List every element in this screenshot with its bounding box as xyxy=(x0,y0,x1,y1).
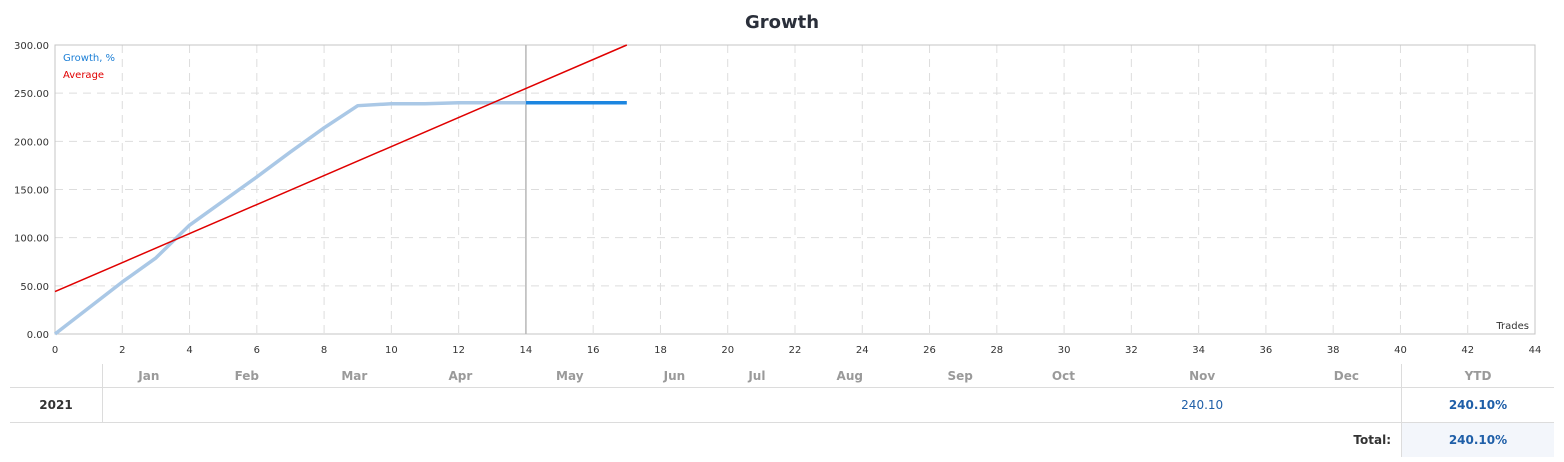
month-value xyxy=(298,387,410,423)
average-line xyxy=(54,44,628,293)
month-value xyxy=(511,387,629,423)
header-mar: Mar xyxy=(298,364,410,388)
x-tick-label: 8 xyxy=(321,345,327,356)
month-value xyxy=(793,387,907,423)
x-tick-label: 42 xyxy=(1461,345,1474,356)
header-dec: Dec xyxy=(1291,364,1402,388)
year-cell: 2021 xyxy=(10,387,103,423)
header-jan: Jan xyxy=(102,364,195,388)
growth-line-history xyxy=(53,100,526,336)
x-tick-label: 34 xyxy=(1192,345,1205,356)
header-nov: Nov xyxy=(1112,364,1292,388)
legend-growth: Growth, % xyxy=(63,53,115,64)
x-tick-label: 24 xyxy=(856,345,869,356)
x-tick-label: 10 xyxy=(385,345,398,356)
x-tick-label: 44 xyxy=(1529,345,1542,356)
month-value xyxy=(1291,387,1402,423)
x-tick-label: 2 xyxy=(119,345,125,356)
x-tick-label: 32 xyxy=(1125,345,1138,356)
x-tick-label: 28 xyxy=(990,345,1003,356)
total-label: Total: xyxy=(1353,433,1391,447)
month-value xyxy=(720,387,794,423)
table-header-row: Jan Feb Mar Apr May Jun Jul Aug Sep Oct … xyxy=(10,364,1554,388)
month-value xyxy=(906,387,1015,423)
ytd-value: 240.10% xyxy=(1401,387,1554,423)
x-axis-label: Trades xyxy=(1495,321,1529,332)
x-tick-label: 20 xyxy=(721,345,734,356)
x-tick-label: 22 xyxy=(789,345,802,356)
y-tick-label: 200.00 xyxy=(14,137,49,148)
header-apr: Apr xyxy=(409,364,512,388)
x-tick-label: 30 xyxy=(1058,345,1071,356)
month-value xyxy=(409,387,512,423)
month-value xyxy=(1014,387,1113,423)
legend-average: Average xyxy=(63,70,104,81)
y-tick-label: 250.00 xyxy=(14,89,49,100)
month-value xyxy=(628,387,721,423)
x-tick-label: 40 xyxy=(1394,345,1407,356)
header-jun: Jun xyxy=(628,364,721,388)
x-tick-label: 18 xyxy=(654,345,667,356)
y-axis-ticks: 0.00 50.00 100.00 150.00 200.00 250.00 300.00 xyxy=(14,41,49,341)
table-row: 2021 240.10 240.10% xyxy=(10,387,1554,423)
header-ytd: YTD xyxy=(1401,364,1554,388)
x-tick-label: 4 xyxy=(186,345,192,356)
month-value xyxy=(194,387,299,423)
corner-cell xyxy=(10,364,103,388)
x-tick-label: 38 xyxy=(1327,345,1340,356)
month-value-nov: 240.10 xyxy=(1112,387,1292,423)
x-tick-label: 6 xyxy=(254,345,260,356)
grid xyxy=(55,45,1535,334)
monthly-returns-table: Jan Feb Mar Apr May Jun Jul Aug Sep Oct … xyxy=(10,364,1554,457)
x-tick-label: 0 xyxy=(52,345,58,356)
growth-chart: 0.00 50.00 100.00 150.00 200.00 250.00 30 0.00 … xyxy=(14,41,1542,356)
month-value xyxy=(102,387,195,423)
x-tick-label: 16 xyxy=(587,345,600,356)
total-value: 240.10% xyxy=(1401,422,1554,457)
x-tick-label: 14 xyxy=(520,345,533,356)
x-tick-label: 12 xyxy=(452,345,465,356)
header-sep: Sep xyxy=(906,364,1015,388)
y-tick-label: 50.00 xyxy=(20,282,49,293)
header-oct: Oct xyxy=(1014,364,1113,388)
y-tick-label: 0.00 xyxy=(27,330,49,341)
y-tick-label: 300.00 xyxy=(14,41,49,52)
chart-title: Growth xyxy=(744,12,820,33)
plot-area xyxy=(54,44,1536,335)
header-feb: Feb xyxy=(194,364,299,388)
y-tick-label: 150.00 xyxy=(14,186,49,197)
header-may: May xyxy=(511,364,629,388)
total-row: Total: 240.10% xyxy=(10,422,1554,457)
x-tick-label: 26 xyxy=(923,345,936,356)
header-jul: Jul xyxy=(720,364,794,388)
x-axis-ticks: 0 2 4 6 8 10 12 14 16 18 20 22 24 26 28 30 32 34 36 38 40 42 4… xyxy=(52,345,1542,356)
header-aug: Aug xyxy=(793,364,907,388)
y-tick-label: 100.00 xyxy=(14,234,49,245)
x-tick-label: 36 xyxy=(1260,345,1273,356)
